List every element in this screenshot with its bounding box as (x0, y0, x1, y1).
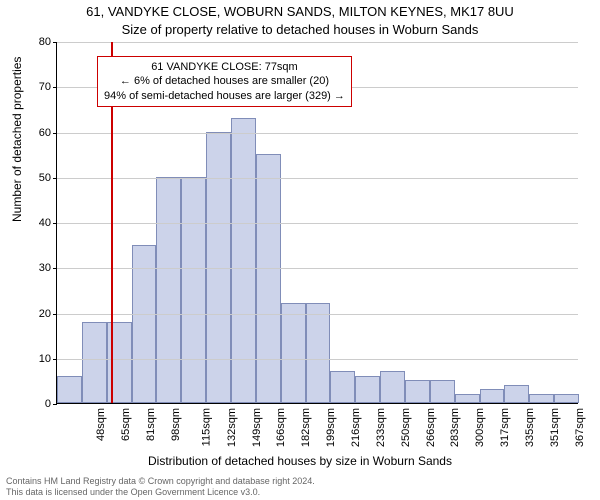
attribution-text: Contains HM Land Registry data © Crown c… (6, 476, 315, 498)
histogram-bar (181, 177, 206, 403)
x-tick: 335sqm (524, 408, 536, 447)
histogram-bar (281, 303, 306, 403)
x-tick: 233sqm (375, 408, 387, 447)
y-tick: 60 (39, 127, 51, 139)
y-tick: 80 (39, 36, 51, 48)
y-tick: 0 (45, 398, 51, 410)
attribution-line2: This data is licensed under the Open Gov… (6, 487, 315, 498)
histogram-bar (156, 177, 181, 403)
legend-smaller: ← 6% of detached houses are smaller (20) (104, 74, 345, 88)
legend-larger: 94% of semi-detached houses are larger (… (104, 89, 345, 103)
x-tick: 81sqm (145, 408, 157, 441)
x-tick: 250sqm (400, 408, 412, 447)
histogram-bar (430, 380, 455, 403)
legend-title: 61 VANDYKE CLOSE: 77sqm (104, 60, 345, 74)
x-tick: 351sqm (549, 408, 561, 447)
histogram-bar (82, 322, 107, 403)
x-tick: 98sqm (170, 408, 182, 441)
y-tick: 50 (39, 172, 51, 184)
y-tick: 70 (39, 81, 51, 93)
x-tick: 216sqm (350, 408, 362, 447)
histogram-bar (504, 385, 529, 403)
x-tick: 199sqm (325, 408, 337, 447)
x-tick: 182sqm (300, 408, 312, 447)
x-tick: 166sqm (276, 408, 288, 447)
y-tick: 30 (39, 262, 51, 274)
y-tick: 10 (39, 353, 51, 365)
y-axis-label: Number of detached properties (10, 57, 24, 222)
histogram-bar (554, 394, 579, 403)
x-tick: 132sqm (226, 408, 238, 447)
attribution-line1: Contains HM Land Registry data © Crown c… (6, 476, 315, 487)
title-subtitle: Size of property relative to detached ho… (0, 22, 600, 37)
x-tick: 65sqm (120, 408, 132, 441)
histogram-bar (455, 394, 480, 403)
x-tick: 300sqm (474, 408, 486, 447)
x-tick: 317sqm (499, 408, 511, 447)
histogram-bar (206, 132, 231, 404)
x-tick: 115sqm (200, 408, 212, 446)
histogram-bar (380, 371, 405, 403)
x-tick: 48sqm (95, 408, 107, 441)
histogram-bar (529, 394, 554, 403)
x-axis-label: Distribution of detached houses by size … (0, 454, 600, 468)
histogram-bar (330, 371, 355, 403)
histogram-bar (355, 376, 380, 403)
legend-box: 61 VANDYKE CLOSE: 77sqm ← 6% of detached… (97, 56, 352, 107)
y-tick: 20 (39, 308, 51, 320)
title-address: 61, VANDYKE CLOSE, WOBURN SANDS, MILTON … (0, 4, 600, 19)
histogram-bar (480, 389, 505, 403)
y-tick: 40 (39, 217, 51, 229)
x-tick: 283sqm (450, 408, 462, 447)
chart-plot-area: 01020304050607080 61 VANDYKE CLOSE: 77sq… (56, 42, 578, 404)
histogram-bar (306, 303, 331, 403)
histogram-bar (231, 118, 256, 403)
x-tick: 266sqm (425, 408, 437, 447)
histogram-bar (405, 380, 430, 403)
x-tick: 149sqm (251, 408, 263, 447)
histogram-bar (57, 376, 82, 403)
histogram-bar (256, 154, 281, 403)
x-tick: 367sqm (574, 408, 586, 447)
